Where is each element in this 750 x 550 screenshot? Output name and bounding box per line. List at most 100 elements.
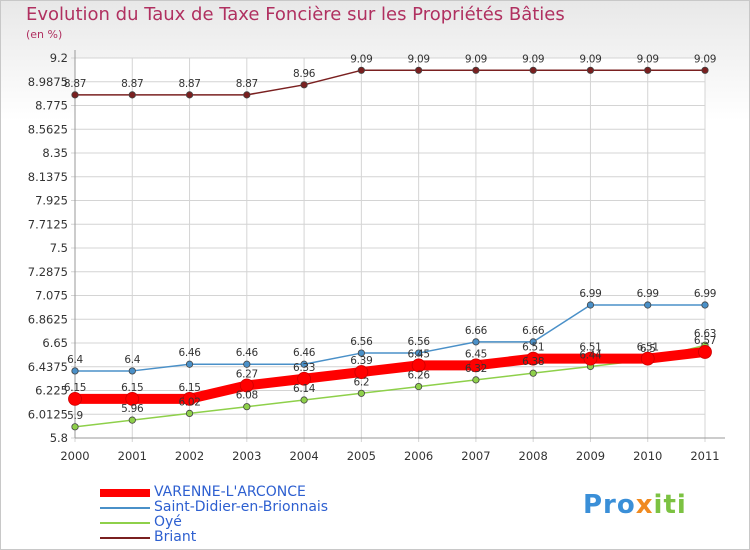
- data-label: 6.45: [408, 348, 430, 360]
- data-label: 8.87: [178, 78, 200, 90]
- legend-label-briant: Briant: [154, 529, 197, 545]
- data-point: [640, 351, 655, 366]
- legend-item-varenne: VARENNE-L'ARCONCE: [100, 484, 400, 501]
- y-tick-label: 7.5: [50, 241, 68, 255]
- chart-title: Evolution du Taux de Taxe Foncière sur l…: [26, 4, 565, 25]
- data-label: 6.51: [579, 342, 601, 354]
- data-point: [472, 338, 480, 346]
- x-tick-label: 2001: [118, 449, 147, 463]
- data-label: 6.33: [293, 362, 315, 374]
- proxiti-logo: Proxiti: [583, 490, 687, 520]
- data-label: 6.15: [178, 382, 200, 394]
- data-point: [469, 358, 483, 373]
- data-label: 6.4: [67, 354, 83, 366]
- legend-label-saint-didier: Saint-Didier-en-Brionnais: [154, 499, 329, 515]
- data-label: 6.2: [353, 376, 369, 388]
- x-tick-label: 2000: [60, 449, 89, 463]
- data-label: 9.09: [579, 53, 601, 65]
- data-point: [300, 396, 308, 404]
- data-point: [185, 409, 194, 418]
- x-tick-label: 2006: [404, 449, 433, 463]
- series-line-0: [70, 346, 710, 404]
- data-point: [357, 66, 365, 74]
- data-label: 9.09: [694, 53, 716, 65]
- data-point: [128, 91, 136, 99]
- data-point: [644, 301, 652, 309]
- x-tick-label: 2005: [347, 449, 376, 463]
- data-label: 6.46: [236, 347, 259, 359]
- data-label: 6.15: [121, 382, 143, 394]
- data-label: 6.15: [64, 382, 86, 394]
- data-label: 6.26: [408, 370, 431, 382]
- data-point: [529, 369, 537, 377]
- data-label: 5.96: [121, 403, 144, 415]
- x-tick-label: 2004: [289, 449, 318, 463]
- y-tick-label: 7.075: [35, 289, 68, 303]
- data-point: [644, 66, 652, 74]
- data-point: [300, 360, 308, 368]
- x-tick-label: 2003: [232, 449, 261, 463]
- x-tick-label: 2007: [461, 449, 490, 463]
- data-point: [529, 66, 537, 74]
- y-tick-label: 7.925: [35, 194, 68, 208]
- x-tick-label: 2008: [519, 449, 548, 463]
- data-point: [128, 367, 136, 375]
- data-point: [68, 391, 82, 406]
- y-axis-unit: (en %): [26, 28, 63, 41]
- data-label: 6.56: [408, 336, 431, 348]
- data-label: 6.45: [465, 348, 487, 360]
- data-point: [472, 66, 480, 74]
- y-tick-label: 6.225: [35, 384, 68, 398]
- x-tick-label: 2011: [690, 449, 719, 463]
- legend-swatch-oye: [100, 522, 150, 524]
- data-label: 6.66: [465, 325, 488, 337]
- logo-part-x: x: [635, 490, 654, 520]
- legend-label-oye: Oyé: [154, 514, 182, 530]
- legend-swatch-saint-didier: [100, 507, 150, 509]
- data-label: 6.4: [124, 354, 140, 366]
- data-point: [239, 378, 254, 393]
- data-label: 6.14: [293, 383, 316, 395]
- logo-part-pro: Pro: [583, 490, 636, 520]
- data-label: 6.32: [465, 363, 487, 375]
- data-point: [71, 423, 79, 431]
- data-point: [125, 391, 140, 406]
- data-point: [357, 389, 365, 397]
- data-point: [128, 416, 136, 424]
- y-tick-label: 8.35: [42, 146, 68, 160]
- legend-item-saint-didier: Saint-Didier-en-Brionnais: [100, 499, 400, 516]
- data-label: 6.02: [178, 396, 200, 408]
- x-tick-label: 2002: [175, 449, 204, 463]
- legend-item-oye: Oyé: [100, 514, 400, 531]
- data-label: 8.87: [236, 78, 258, 90]
- y-tick-label: 8.5625: [28, 122, 68, 136]
- data-label: 9.09: [637, 53, 659, 65]
- y-tick-label: 8.775: [35, 99, 68, 113]
- y-tick-label: 6.8625: [28, 312, 68, 326]
- data-label: 8.87: [121, 78, 143, 90]
- data-label: 6.57: [694, 335, 716, 347]
- data-label: 6.27: [236, 368, 258, 380]
- legend-swatch-briant: [100, 537, 150, 539]
- data-label: 6.51: [637, 342, 659, 354]
- legend-label-varenne: VARENNE-L'ARCONCE: [154, 484, 306, 500]
- data-label: 6.99: [637, 288, 659, 300]
- data-label: 8.87: [64, 78, 86, 90]
- data-label: 6.66: [522, 325, 545, 337]
- y-tick-label: 9.2: [50, 51, 68, 65]
- data-point: [701, 66, 709, 74]
- data-point: [243, 91, 251, 99]
- data-point: [472, 376, 480, 384]
- data-label: 6.99: [579, 288, 601, 300]
- data-point: [182, 391, 197, 406]
- data-point: [529, 338, 537, 346]
- legend-item-briant: Briant: [100, 529, 400, 546]
- data-point: [415, 349, 423, 357]
- data-point: [526, 351, 541, 366]
- data-point: [583, 351, 598, 366]
- data-point: [357, 349, 365, 357]
- data-label: 9.09: [465, 53, 487, 65]
- data-label: 6.46: [178, 347, 201, 359]
- data-label: 6.38: [522, 356, 544, 368]
